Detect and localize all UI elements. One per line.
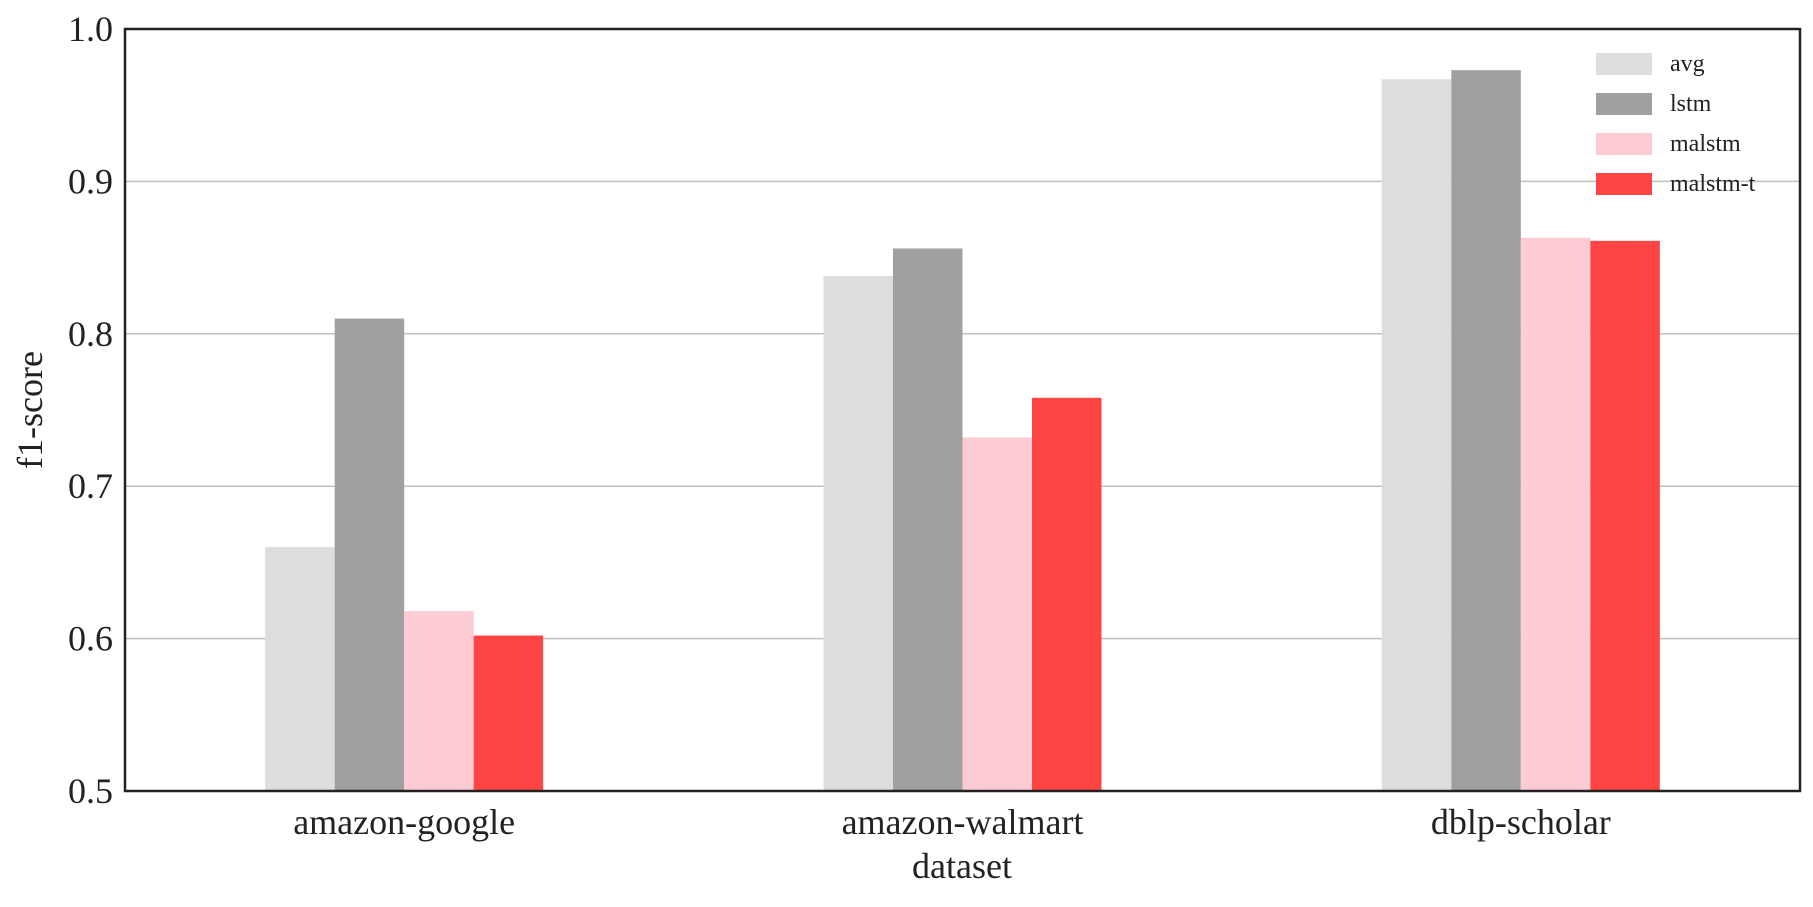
legend-label: malstm bbox=[1670, 131, 1741, 157]
legend: avg lstm malstm malstm-t bbox=[1596, 51, 1756, 197]
bar-lstm-dblp-scholar bbox=[1451, 70, 1521, 791]
y-tick-label: 0.9 bbox=[68, 161, 113, 201]
y-tick-label: 0.8 bbox=[68, 314, 113, 354]
y-tick-label: 0.5 bbox=[68, 771, 113, 811]
bar-malstm-t-amazon-google bbox=[473, 635, 544, 791]
plot-frame bbox=[123, 27, 1802, 793]
bar-malstm-t-dblp-scholar bbox=[1590, 240, 1660, 791]
x-tick-label: amazon-walmart bbox=[842, 802, 1084, 842]
bar-lstm-amazon-walmart bbox=[893, 248, 963, 791]
bar-malstm-amazon-walmart bbox=[962, 437, 1032, 791]
legend-swatch-avg bbox=[1596, 53, 1652, 75]
x-axis-label: dataset bbox=[912, 846, 1012, 886]
legend-label: lstm bbox=[1670, 91, 1712, 117]
bars bbox=[265, 70, 1660, 792]
legend-swatch-lstm bbox=[1596, 93, 1652, 115]
bar-malstm-amazon-google bbox=[404, 611, 474, 791]
y-axis-ticks: 0.5 0.6 0.7 0.8 0.9 1.0 bbox=[68, 9, 113, 811]
bar-avg-dblp-scholar bbox=[1381, 79, 1452, 792]
legend-label: malstm-t bbox=[1670, 171, 1756, 197]
bar-malstm-t-amazon-walmart bbox=[1032, 397, 1102, 791]
legend-swatch-malstm bbox=[1596, 133, 1652, 155]
bar-malstm-dblp-scholar bbox=[1520, 237, 1591, 792]
legend-label: avg bbox=[1670, 51, 1705, 77]
y-tick-label: 0.7 bbox=[68, 466, 113, 506]
x-axis-ticks: amazon-google amazon-walmart dblp-scholar bbox=[293, 802, 1611, 842]
x-tick-label: amazon-google bbox=[293, 802, 515, 842]
y-axis-label: f1-score bbox=[10, 351, 50, 469]
bar-avg-amazon-google bbox=[265, 547, 335, 791]
x-tick-label: dblp-scholar bbox=[1431, 802, 1611, 842]
legend-swatch-malstm-t bbox=[1596, 173, 1652, 195]
y-tick-label: 1.0 bbox=[68, 9, 113, 49]
bar-avg-amazon-walmart bbox=[823, 275, 893, 791]
y-tick-label: 0.6 bbox=[68, 619, 113, 659]
bar-lstm-amazon-google bbox=[334, 318, 405, 791]
